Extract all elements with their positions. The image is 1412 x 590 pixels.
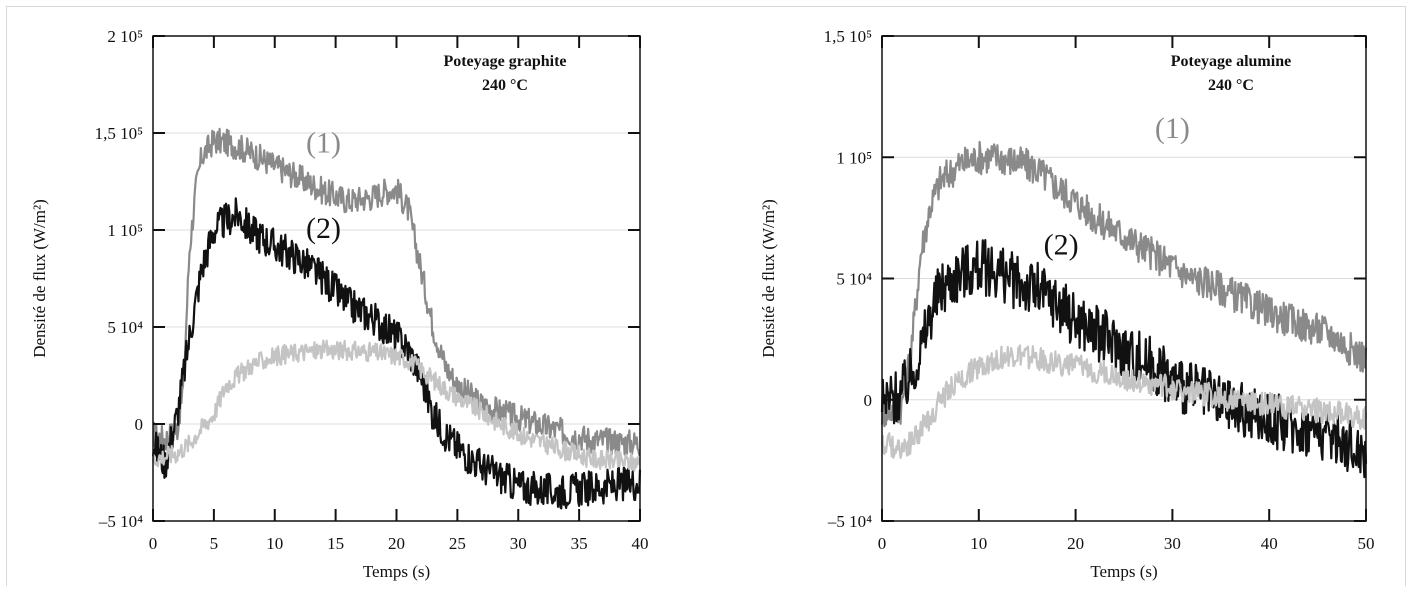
x-tick-label: 30 [1164,534,1181,553]
series-line-3 [151,339,641,472]
series-label-2: (2) [1044,228,1079,261]
x-tick-label: 20 [1067,534,1084,553]
x-tick-label: 40 [632,534,649,553]
series-label-1: (1) [306,126,341,159]
y-tick-label: 0 [135,415,144,434]
y-tick-label: –5 10⁴ [98,512,143,531]
x-tick-label: 25 [449,534,466,553]
chart-right: (1) (2) 0 10 20 30 40 50 –5 10⁴ 0 5 10⁴ 1 10⁵ 1,5 10… [759,27,1375,581]
y-axis-title: Densité de flux (W/m²) [759,199,778,358]
x-tick-label: 5 [210,534,219,553]
series-line-3 [880,344,1368,459]
x-tick-label: 20 [388,534,405,553]
series-label-2: (2) [306,212,341,245]
annotation-line-2: 240 °C [1208,77,1254,94]
x-tick-label: 30 [510,534,527,553]
x-tick-label: 50 [1358,534,1375,553]
x-tick-label: 0 [878,534,887,553]
y-tick-label: –5 10⁴ [827,512,872,531]
chart-left: (1) (2) 0 5 10 15 20 25 30 35 40 –5 10⁴ 0 5 10⁴ 1 10⁵ 1… [30,27,649,581]
figure-frame [6,6,1406,586]
x-tick-label: 15 [327,534,344,553]
x-tick-label: 35 [571,534,588,553]
annotation-line-1: Poteyage alumine [1171,53,1291,70]
y-tick-label: 1 10⁵ [836,148,872,167]
x-tick-label: 40 [1261,534,1278,553]
series-line-2 [151,197,642,510]
y-axis-title: Densité de flux (W/m²) [30,199,49,358]
y-tick-label: 0 [864,391,873,410]
y-tick-label: 2 10⁵ [107,27,143,46]
y-tick-label: 5 10⁴ [836,270,872,289]
y-tick-label: 1,5 10⁵ [824,27,873,46]
x-tick-label: 0 [149,534,158,553]
series-line-2 [880,239,1368,479]
series-line-1 [152,127,641,457]
y-tick-label: 1 10⁵ [107,221,143,240]
x-axis-title: Temps (s) [363,562,430,581]
annotation-line-1: Poteyage graphite [443,53,566,70]
x-axis-title: Temps (s) [1090,562,1157,581]
x-tick-label: 10 [970,534,987,553]
annotation-line-2: 240 °C [482,77,528,94]
y-tick-label: 1,5 10⁵ [95,124,144,143]
x-tick-label: 10 [266,534,283,553]
y-tick-label: 5 10⁴ [107,318,143,337]
series-label-1: (1) [1155,112,1190,145]
series-line-1 [880,140,1368,428]
